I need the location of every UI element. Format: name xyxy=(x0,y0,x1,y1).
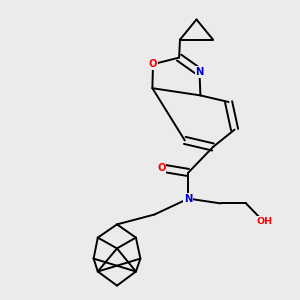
Text: O: O xyxy=(157,163,166,173)
Text: OH: OH xyxy=(257,217,273,226)
Text: O: O xyxy=(149,59,157,69)
Text: N: N xyxy=(195,67,204,77)
Text: N: N xyxy=(184,194,193,204)
